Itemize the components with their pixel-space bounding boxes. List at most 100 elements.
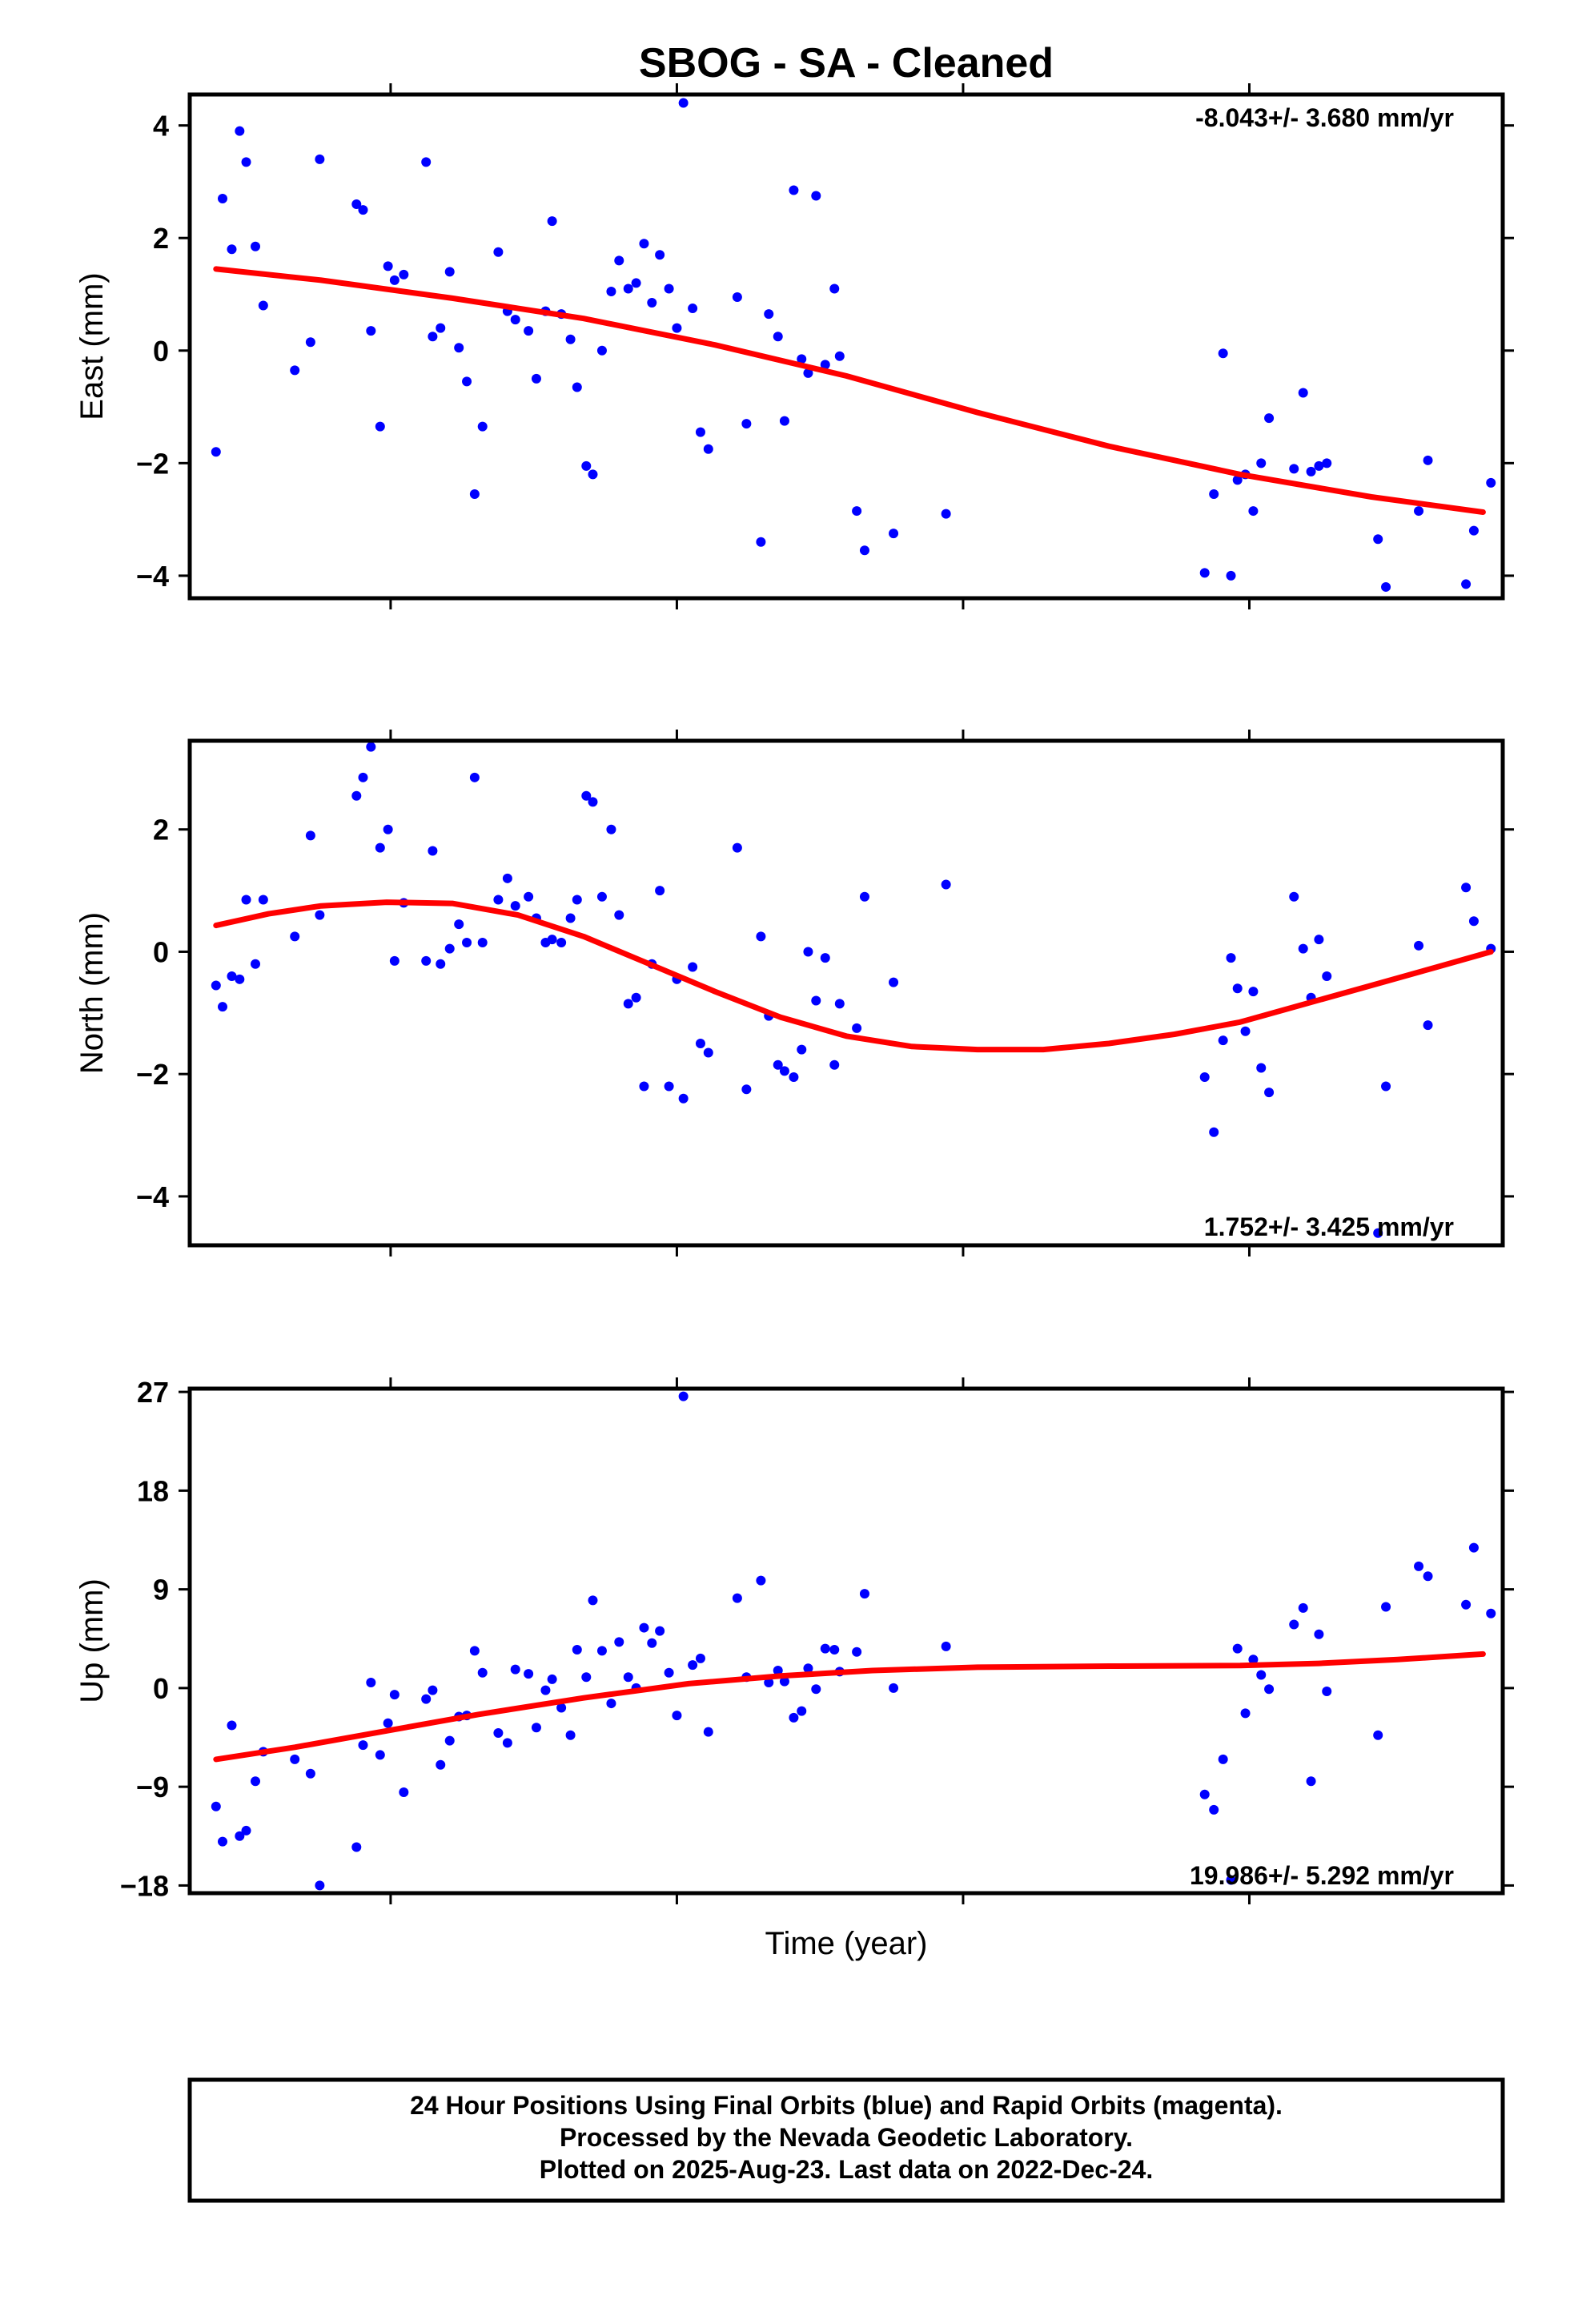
north-data-point — [444, 943, 455, 954]
north-data-point — [524, 891, 534, 902]
east-data-point — [421, 157, 432, 167]
up-data-point — [803, 1663, 813, 1674]
east-data-point — [524, 326, 534, 336]
north-data-point — [829, 1059, 840, 1070]
north-data-point — [1298, 943, 1308, 954]
east-data-point — [428, 332, 438, 342]
north-data-point — [366, 742, 376, 752]
north-data-point — [1423, 1020, 1433, 1031]
north-data-point — [1209, 1127, 1219, 1137]
up-data-point — [688, 1660, 698, 1671]
up-ytick-label: 27 — [137, 1376, 169, 1409]
up-data-point — [1248, 1655, 1259, 1665]
up-data-point — [510, 1664, 520, 1675]
up-data-point — [358, 1740, 368, 1751]
east-data-point — [1226, 570, 1236, 581]
north-data-point — [421, 955, 432, 966]
east-data-point — [1199, 568, 1210, 578]
east-data-point — [383, 261, 393, 271]
north-data-point — [1322, 971, 1332, 981]
up-data-point — [556, 1703, 567, 1713]
east-data-point — [820, 360, 830, 370]
north-data-point — [820, 953, 830, 963]
east-data-point — [389, 275, 400, 285]
north-data-point — [383, 824, 393, 834]
north-data-point — [1256, 1063, 1267, 1073]
north-data-point — [1199, 1072, 1210, 1082]
north-data-point — [859, 891, 869, 902]
east-data-point — [351, 199, 362, 210]
east-data-point — [1314, 460, 1324, 471]
east-data-point — [852, 506, 862, 517]
east-data-point — [1298, 388, 1308, 398]
north-data-point — [773, 1059, 783, 1070]
up-data-point — [639, 1622, 649, 1633]
up-data-point — [366, 1678, 376, 1688]
east-data-point — [811, 191, 821, 201]
north-data-point — [941, 879, 951, 890]
plot-title: SBOG - SA - Cleaned — [639, 40, 1054, 86]
up-data-point — [211, 1801, 221, 1811]
up-data-point — [421, 1694, 432, 1704]
up-data-point — [655, 1626, 665, 1636]
north-data-point — [1381, 1081, 1391, 1092]
footer-line-2: Processed by the Nevada Geodetic Laborat… — [560, 2123, 1133, 2152]
north-data-point — [227, 971, 237, 981]
up-data-point — [829, 1644, 840, 1655]
east-data-point — [596, 345, 607, 356]
east-data-point — [1322, 458, 1332, 468]
east-data-point — [703, 444, 713, 454]
up-data-point — [565, 1730, 576, 1740]
up-data-point — [820, 1643, 830, 1654]
up-data-point — [1209, 1804, 1219, 1815]
up-data-point — [1306, 1776, 1316, 1787]
east-data-point — [614, 255, 624, 266]
up-data-point — [399, 1787, 409, 1797]
up-data-point — [493, 1728, 504, 1739]
up-data-point — [664, 1667, 674, 1678]
east-data-point — [477, 421, 488, 432]
east-data-point — [803, 368, 813, 378]
east-data-point — [1248, 506, 1259, 517]
east-data-point — [631, 278, 641, 288]
up-data-point — [1486, 1608, 1496, 1618]
up-data-point — [502, 1738, 512, 1748]
east-data-point — [797, 354, 807, 364]
east-ylabel: East (mm) — [74, 272, 110, 420]
east-data-point — [941, 509, 951, 519]
up-data-point — [678, 1391, 689, 1401]
north-data-point — [756, 931, 766, 942]
north-data-point — [211, 980, 221, 991]
north-rate-label: 1.752+/- 3.425 mm/yr — [1204, 1212, 1454, 1241]
north-data-point — [1248, 987, 1259, 997]
north-data-point — [290, 931, 300, 942]
footer-box — [187, 2077, 1505, 2203]
east-data-point — [290, 365, 300, 376]
up-data-point — [305, 1768, 315, 1779]
up-data-point — [540, 1685, 551, 1695]
north-ytick-label: −2 — [136, 1058, 169, 1091]
east-data-point — [789, 185, 799, 195]
north-data-point — [789, 1072, 799, 1082]
east-data-point — [211, 447, 221, 457]
up-data-point — [1289, 1619, 1299, 1630]
east-data-point — [469, 489, 480, 499]
north-data-point — [241, 895, 251, 905]
up-data-point — [811, 1684, 821, 1695]
up-data-point — [614, 1637, 624, 1647]
north-data-point — [1218, 1035, 1228, 1046]
east-data-point — [678, 98, 689, 108]
up-data-point — [941, 1641, 951, 1651]
up-data-point — [764, 1678, 774, 1688]
east-data-point — [764, 309, 774, 320]
east-ytick-label: 2 — [153, 222, 169, 255]
east-data-point — [305, 337, 315, 348]
north-data-point — [803, 947, 813, 957]
up-data-point — [779, 1676, 789, 1687]
up-data-point — [789, 1712, 799, 1723]
north-data-point — [779, 1066, 789, 1076]
up-data-point — [1322, 1687, 1332, 1696]
east-data-point — [889, 529, 899, 539]
